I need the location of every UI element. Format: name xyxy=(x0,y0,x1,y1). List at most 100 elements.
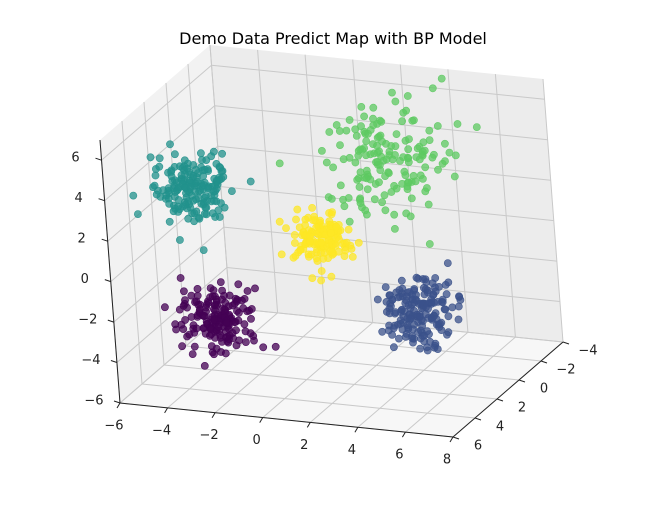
scatter-point-cluster-4 xyxy=(418,321,426,330)
scatter-point-cluster-1 xyxy=(384,169,393,177)
scatter-point-cluster-4 xyxy=(448,303,457,312)
scatter-point-cluster-3 xyxy=(179,287,188,296)
scatter-point-cluster-0 xyxy=(175,162,184,171)
z-tick-mark xyxy=(107,319,114,323)
x-tick-label: −4 xyxy=(152,423,171,438)
scatter-point-cluster-3 xyxy=(171,320,180,329)
scatter-point-cluster-4 xyxy=(424,314,433,322)
scatter-point-cluster-1 xyxy=(425,136,434,144)
scatter-point-cluster-1 xyxy=(351,125,360,134)
scatter-point-cluster-0 xyxy=(155,154,164,163)
scatter-point-cluster-3 xyxy=(231,294,240,303)
scatter-point-cluster-0 xyxy=(165,217,174,226)
scatter-point-cluster-0 xyxy=(246,177,255,186)
y-tick-mark xyxy=(474,417,482,421)
x-tick-mark xyxy=(306,422,311,428)
grid-line-y xyxy=(185,345,520,381)
scatter-point-cluster-0 xyxy=(181,200,190,209)
scatter-point-cluster-1 xyxy=(418,174,427,183)
scatter-point-cluster-3 xyxy=(206,284,215,292)
scatter-point-cluster-4 xyxy=(403,321,412,329)
scatter-point-cluster-1 xyxy=(388,88,396,97)
y-tick-mark xyxy=(496,398,504,402)
scatter-point-cluster-4 xyxy=(441,280,450,289)
scatter-point-cluster-1 xyxy=(380,191,389,200)
scatter-point-cluster-3 xyxy=(190,342,199,351)
scatter-point-cluster-0 xyxy=(174,202,183,211)
scatter-point-cluster-2 xyxy=(317,238,326,247)
scatter-point-cluster-2 xyxy=(316,216,324,225)
scatter-point-cluster-1 xyxy=(275,159,284,168)
x-tick-label: 0 xyxy=(253,433,261,448)
scatter-point-cluster-1 xyxy=(428,153,437,162)
grid-line-z xyxy=(101,64,212,161)
x-tick-label: −6 xyxy=(104,419,123,434)
scatter-point-cluster-0 xyxy=(170,150,179,159)
y-tick-label: 0 xyxy=(540,382,548,397)
scatter-point-cluster-4 xyxy=(454,315,463,324)
x-tick-label: 6 xyxy=(395,448,403,463)
scatter-point-cluster-1 xyxy=(376,116,384,125)
scatter-point-cluster-0 xyxy=(227,187,236,195)
scatter-point-cluster-0 xyxy=(164,184,173,192)
scatter-point-cluster-2 xyxy=(282,224,290,232)
scatter-point-cluster-2 xyxy=(275,217,284,226)
scatter-point-cluster-1 xyxy=(387,188,396,196)
scatter-point-cluster-1 xyxy=(392,130,401,138)
scatter-point-cluster-2 xyxy=(308,203,316,212)
x-tick-mark xyxy=(164,407,169,414)
scatter-point-cluster-1 xyxy=(355,183,364,191)
z-tick-mark xyxy=(98,198,105,202)
scatter-point-cluster-1 xyxy=(342,126,351,135)
scatter-point-cluster-0 xyxy=(220,203,229,212)
scatter-point-cluster-4 xyxy=(378,327,387,336)
scatter-point-cluster-1 xyxy=(438,159,447,168)
y-tick-label: 6 xyxy=(474,439,482,454)
scatter-point-cluster-1 xyxy=(408,116,417,125)
grid-line-x xyxy=(214,317,326,414)
scatter-point-cluster-1 xyxy=(325,128,334,136)
scatter-point-cluster-0 xyxy=(209,147,218,156)
scatter-point-cluster-3 xyxy=(225,291,234,300)
grid-line-y xyxy=(141,383,476,419)
scatter-point-cluster-3 xyxy=(218,286,226,295)
scatter-point-cluster-4 xyxy=(441,305,450,314)
scatter-point-cluster-1 xyxy=(425,240,434,248)
scatter-point-cluster-1 xyxy=(339,195,347,204)
scatter-point-cluster-2 xyxy=(304,226,313,234)
scatter-point-cluster-1 xyxy=(425,126,434,135)
scatter-point-cluster-1 xyxy=(415,155,424,164)
scatter-point-cluster-0 xyxy=(129,191,138,200)
x-tick-mark xyxy=(449,436,454,443)
z-tick-mark xyxy=(110,360,118,363)
scatter-point-cluster-3 xyxy=(241,338,250,346)
scatter-point-cluster-1 xyxy=(355,195,364,204)
scatter-point-cluster-1 xyxy=(450,172,459,181)
scatter-point-cluster-3 xyxy=(178,342,186,351)
scatter-point-cluster-1 xyxy=(451,151,460,160)
scatter-point-cluster-3 xyxy=(232,326,240,335)
scatter-point-cluster-1 xyxy=(445,148,454,157)
scatter-point-cluster-3 xyxy=(243,287,252,295)
scatter-point-cluster-1 xyxy=(403,185,412,193)
grid-line-x xyxy=(167,312,278,409)
scatter-point-cluster-3 xyxy=(271,342,280,351)
scatter-point-cluster-2 xyxy=(332,222,341,231)
scatter-point-cluster-1 xyxy=(404,145,413,154)
scatter-point-cluster-2 xyxy=(277,250,286,259)
x-tick-label: 8 xyxy=(443,453,451,468)
scatter-point-cluster-2 xyxy=(327,229,335,237)
scatter-point-cluster-1 xyxy=(362,166,371,175)
scatter-point-cluster-0 xyxy=(152,190,161,199)
scatter-point-cluster-1 xyxy=(373,141,381,150)
scatter-point-cluster-3 xyxy=(228,301,237,310)
scatter-point-cluster-1 xyxy=(369,103,378,112)
chart-title: Demo Data Predict Map with BP Model xyxy=(179,29,487,48)
scatter-point-cluster-3 xyxy=(202,300,211,309)
scatter-point-cluster-2 xyxy=(308,274,317,282)
scatter-point-cluster-3 xyxy=(240,294,249,303)
scatter-point-cluster-0 xyxy=(155,162,164,171)
scatter-point-cluster-0 xyxy=(216,163,225,172)
scatter-point-cluster-1 xyxy=(399,153,408,161)
